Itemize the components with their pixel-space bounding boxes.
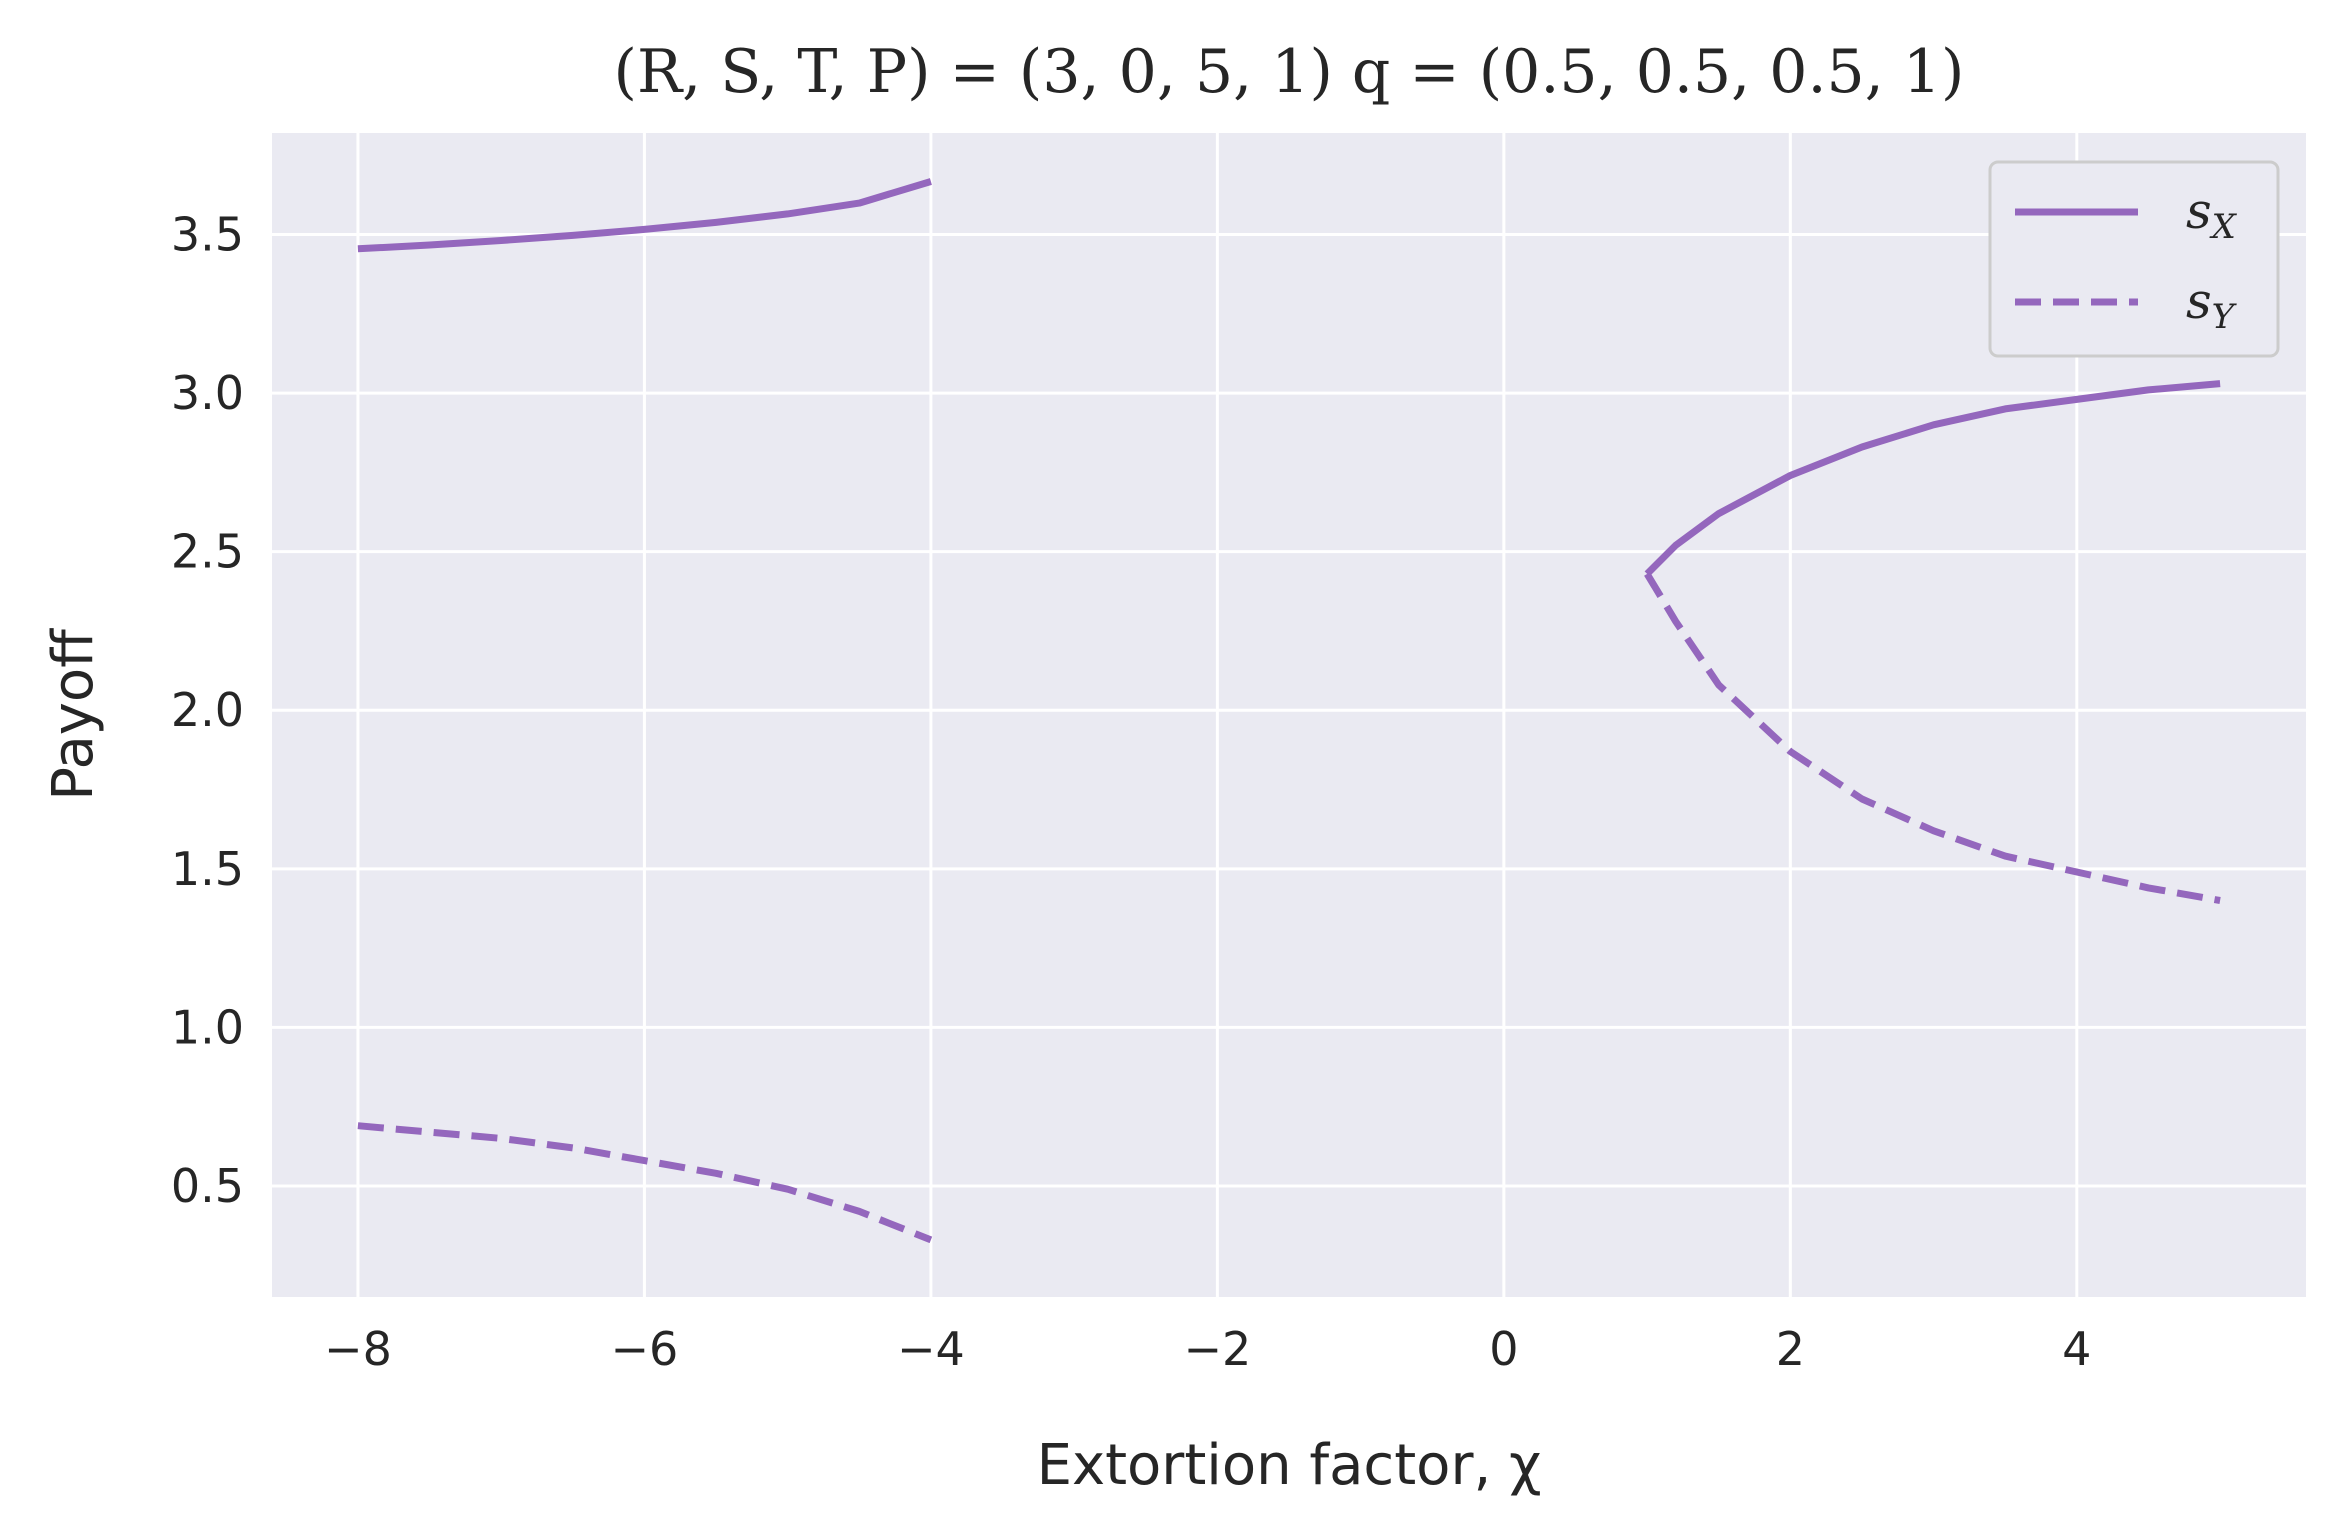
series-line-sx-segment-2 [1644,380,2221,577]
series-lines [357,178,2221,1244]
y-tick-label: 1.0 [171,1000,244,1054]
y-tick-label: 1.5 [171,842,244,896]
grid [272,133,2306,1297]
chart-title: (R, S, T, P) = (3, 0, 5, 1) q = (0.5, 0.… [614,37,1965,107]
legend-box [1988,160,2280,358]
legend: sX sY [1988,160,2280,358]
series-line-sx-segment-1 [357,178,932,253]
x-tick-label: −2 [1183,1322,1251,1376]
plot-background [272,133,2306,1297]
x-tick-label: −4 [897,1322,965,1376]
x-axis-label: Extortion factor, χ [1037,1433,1542,1498]
y-tick-label: 3.0 [171,366,244,420]
series-line-sy-segment-1 [357,1122,933,1244]
x-tick-labels: −8 −6 −4 −2 0 2 4 [324,1322,2091,1376]
y-axis-label: Payoff [41,628,106,801]
y-tick-label: 0.5 [171,1159,244,1213]
x-tick-label: 0 [1489,1322,1518,1376]
x-tick-label: 4 [2062,1322,2091,1376]
x-tick-label: −6 [611,1322,679,1376]
y-tick-labels: 0.5 1.0 1.5 2.0 2.5 3.0 3.5 [171,207,244,1212]
y-tick-label: 2.0 [171,683,244,737]
y-tick-label: 3.5 [171,207,244,261]
x-tick-label: −8 [324,1322,392,1376]
series-line-sy-segment-2 [1644,572,2221,904]
x-tick-label: 2 [1776,1322,1805,1376]
y-tick-label: 2.5 [171,525,244,579]
